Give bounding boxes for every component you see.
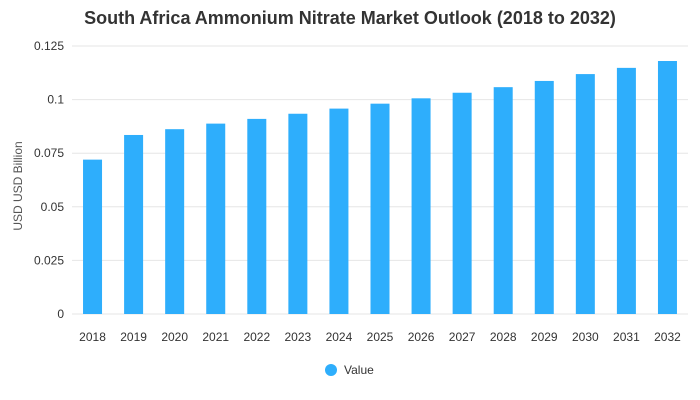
x-tick-label: 2024	[326, 330, 353, 344]
legend-label: Value	[344, 363, 374, 377]
legend-marker-icon	[325, 364, 337, 376]
bar-2023[interactable]	[288, 113, 308, 314]
legend[interactable]: Value	[325, 363, 374, 377]
bar-2030[interactable]	[575, 74, 595, 315]
bar-2020[interactable]	[165, 129, 185, 314]
x-tick-label: 2019	[120, 330, 147, 344]
x-axis-ticks: 2018 2019 2020 2021 2022 2023 2024 2025 2026 2027…	[79, 330, 681, 344]
x-tick-label: 2025	[367, 330, 394, 344]
bar-2029[interactable]	[534, 80, 554, 314]
x-tick-label: 2031	[613, 330, 640, 344]
bar-2019[interactable]	[124, 134, 144, 314]
y-tick-label: 0.05	[41, 200, 65, 214]
x-tick-label: 2030	[572, 330, 599, 344]
bar-2027[interactable]	[452, 92, 472, 314]
y-axis-title: USD USD Billion	[11, 141, 25, 230]
bar-2024[interactable]	[329, 108, 349, 314]
y-tick-label: 0.1	[47, 93, 64, 107]
y-tick-label: 0.075	[34, 146, 64, 160]
y-tick-label: 0.025	[34, 253, 64, 267]
x-tick-label: 2022	[243, 330, 270, 344]
bar-2028[interactable]	[493, 87, 513, 315]
x-tick-label: 2018	[79, 330, 106, 344]
y-tick-label: 0.125	[34, 39, 64, 53]
bars	[83, 61, 677, 315]
bar-2021[interactable]	[206, 123, 226, 315]
bar-2026[interactable]	[411, 98, 431, 314]
x-tick-label: 2032	[654, 330, 681, 344]
bar-2031[interactable]	[616, 67, 636, 314]
y-tick-label: 0	[57, 307, 64, 321]
bar-2022[interactable]	[247, 118, 267, 315]
y-axis-ticks: 0 0.025 0.05 0.075 0.1 0.125	[34, 39, 64, 321]
x-tick-label: 2020	[161, 330, 188, 344]
x-tick-label: 2027	[449, 330, 476, 344]
x-tick-label: 2028	[490, 330, 517, 344]
bar-2018[interactable]	[83, 159, 103, 314]
x-tick-label: 2029	[531, 330, 558, 344]
x-tick-label: 2026	[408, 330, 435, 344]
x-tick-label: 2021	[202, 330, 229, 344]
bar-2025[interactable]	[370, 103, 390, 314]
chart-title: South Africa Ammonium Nitrate Market Out…	[84, 8, 616, 28]
x-tick-label: 2023	[285, 330, 312, 344]
bar-2032[interactable]	[657, 61, 677, 315]
